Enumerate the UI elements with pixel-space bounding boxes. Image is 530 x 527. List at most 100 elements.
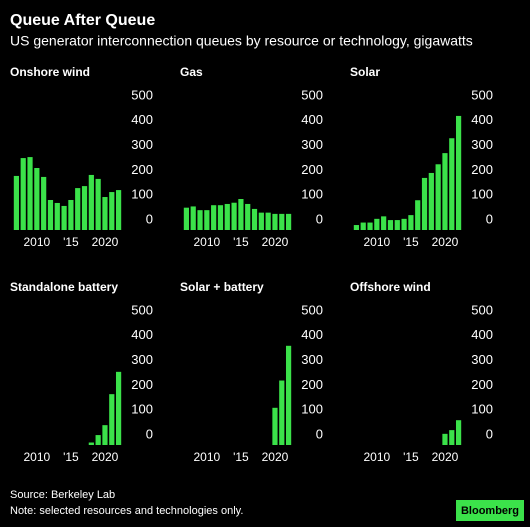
bar — [190, 206, 196, 230]
bar — [285, 213, 292, 230]
bar — [75, 188, 81, 230]
bar — [47, 199, 54, 230]
source: Source: Berkeley Lab — [10, 489, 115, 501]
bar — [258, 212, 264, 230]
bar — [115, 190, 122, 230]
bar — [279, 380, 285, 445]
bar — [68, 199, 74, 230]
bar — [204, 210, 210, 230]
bar — [197, 210, 203, 230]
y-tick-label: 0 — [316, 426, 323, 441]
x-tick-label: '15 — [403, 450, 419, 464]
y-tick-label: 300 — [471, 352, 493, 367]
x-tick-label: '15 — [233, 235, 249, 249]
x-tick-label: 2010 — [23, 235, 50, 249]
bar — [95, 435, 101, 445]
bar — [442, 153, 448, 230]
x-tick-label: 2010 — [23, 450, 50, 464]
y-tick-label: 100 — [131, 187, 153, 202]
y-tick-label: 400 — [301, 327, 323, 342]
bar — [95, 178, 101, 230]
y-tick-label: 200 — [471, 377, 493, 392]
bar — [360, 222, 366, 230]
bar — [421, 177, 428, 230]
bar — [374, 218, 380, 230]
y-tick-label: 0 — [486, 211, 493, 226]
bar — [34, 168, 40, 230]
x-tick-label: 2010 — [363, 235, 390, 249]
bar — [238, 199, 244, 230]
bar — [394, 220, 400, 230]
bar — [54, 202, 60, 230]
x-tick-label: 2020 — [92, 450, 119, 464]
bar — [272, 213, 278, 230]
chart-title: Queue After Queue — [10, 12, 155, 29]
bar — [102, 425, 108, 445]
y-tick-label: 200 — [301, 162, 323, 177]
panel-title: Solar + battery — [180, 280, 264, 294]
y-tick-label: 500 — [131, 302, 153, 317]
bar — [285, 345, 292, 445]
bar — [442, 433, 448, 445]
x-tick-label: '15 — [403, 235, 419, 249]
y-tick-label: 100 — [131, 402, 153, 417]
y-tick-label: 300 — [301, 352, 323, 367]
bar — [251, 208, 258, 230]
bar — [381, 216, 387, 230]
y-tick-label: 200 — [301, 377, 323, 392]
y-tick-label: 100 — [301, 402, 323, 417]
bar — [401, 218, 407, 230]
y-tick-label: 200 — [471, 162, 493, 177]
y-tick-label: 300 — [131, 137, 153, 152]
y-tick-label: 500 — [301, 87, 323, 102]
bar — [109, 394, 115, 445]
x-tick-label: 2010 — [363, 450, 390, 464]
x-tick-label: 2020 — [432, 235, 459, 249]
logo-box — [456, 500, 524, 521]
panel-title: Solar — [350, 65, 380, 79]
y-tick-label: 400 — [131, 327, 153, 342]
x-tick-label: 2010 — [193, 450, 220, 464]
panel-title: Gas — [180, 65, 203, 79]
bar — [81, 186, 88, 230]
note: Note: selected resources and technologie… — [10, 505, 243, 517]
y-tick-label: 0 — [316, 211, 323, 226]
y-tick-label: 200 — [131, 377, 153, 392]
x-tick-label: 2020 — [262, 235, 289, 249]
y-tick-label: 500 — [131, 87, 153, 102]
bar — [224, 203, 230, 230]
bar — [245, 203, 251, 230]
bar — [265, 212, 271, 230]
bar — [449, 430, 455, 445]
y-tick-label: 300 — [131, 352, 153, 367]
x-tick-label: 2020 — [262, 450, 289, 464]
bar — [367, 222, 373, 230]
y-tick-label: 100 — [471, 402, 493, 417]
bar — [27, 157, 33, 230]
bar — [183, 207, 190, 230]
bar — [387, 220, 394, 230]
y-tick-label: 300 — [471, 137, 493, 152]
panel-title: Offshore wind — [350, 280, 431, 294]
bar — [449, 138, 455, 230]
bar — [88, 174, 94, 230]
y-tick-label: 0 — [146, 426, 153, 441]
x-tick-label: '15 — [233, 450, 249, 464]
y-tick-label: 400 — [131, 112, 153, 127]
bar — [102, 197, 108, 230]
bar — [272, 407, 278, 445]
bar — [353, 225, 360, 230]
y-tick-label: 400 — [471, 112, 493, 127]
x-tick-label: 2010 — [193, 235, 220, 249]
x-tick-label: '15 — [63, 235, 79, 249]
y-tick-label: 0 — [486, 426, 493, 441]
bar — [41, 176, 47, 230]
y-tick-label: 500 — [471, 87, 493, 102]
bar — [415, 200, 421, 230]
bar — [109, 192, 115, 230]
bar — [408, 215, 414, 230]
x-tick-label: 2020 — [92, 235, 119, 249]
x-tick-label: '15 — [63, 450, 79, 464]
